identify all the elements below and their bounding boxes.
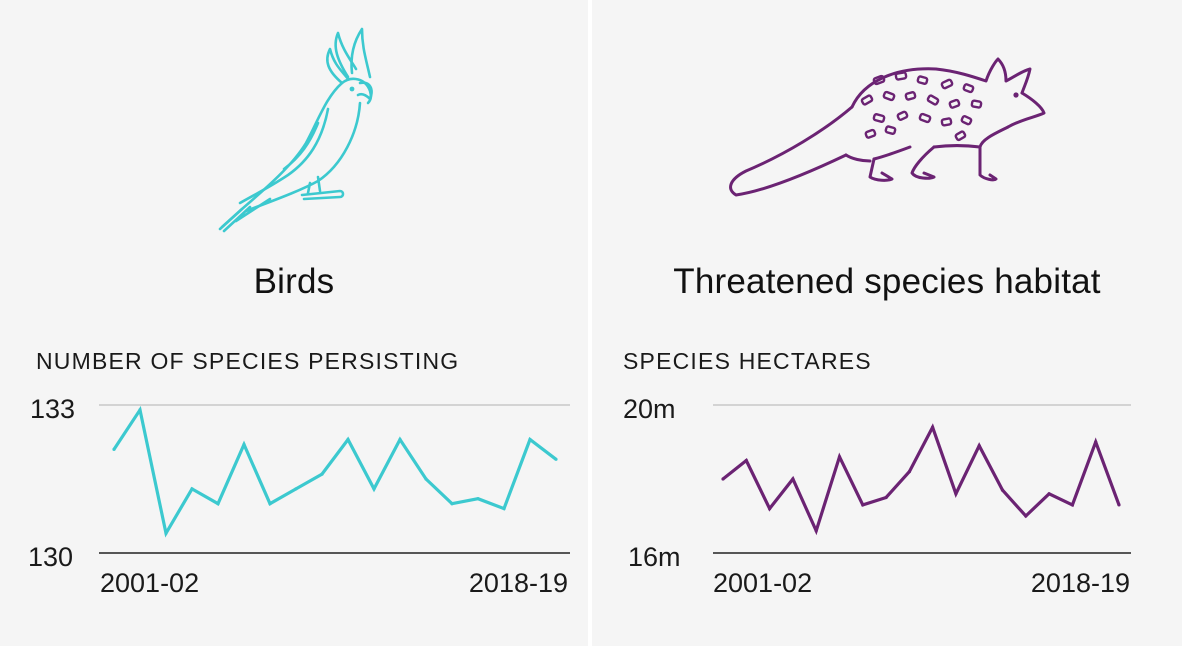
habitat-line-chart: 20m 16m 2001-02 2018-19 (623, 394, 1131, 598)
birds-chart-label: NUMBER OF SPECIES PERSISTING (36, 348, 460, 374)
birds-data-point-7 (294, 487, 298, 491)
habitat-data-point-15 (1070, 503, 1074, 507)
birds-data-point-0 (112, 447, 116, 451)
birds-data-point-3 (190, 487, 194, 491)
birds-data-point-17 (554, 457, 558, 461)
birds-line-chart: 133 130 2001-02 2018-19 (28, 394, 570, 598)
habitat-chart-label: SPECIES HECTARES (623, 348, 872, 374)
birds-data-point-11 (398, 437, 402, 442)
birds-x-end-label: 2018-19 (469, 568, 568, 598)
birds-data-point-9 (346, 437, 350, 442)
habitat-series-line (722, 423, 1121, 536)
habitat-data-point-7 (884, 495, 888, 500)
habitat-data-point-2 (768, 507, 772, 511)
birds-data-point-8 (320, 472, 324, 476)
habitat-data-point-17 (1117, 503, 1121, 507)
habitat-ytick-top: 20m (623, 394, 676, 424)
habitat-title: Threatened species habitat (673, 262, 1101, 301)
habitat-data-point-3 (791, 477, 795, 481)
habitat-data-point-8 (907, 470, 911, 474)
birds-series-line (112, 405, 557, 538)
habitat-x-start-label: 2001-02 (713, 568, 812, 598)
birds-title: Birds (253, 262, 335, 301)
birds-data-point-5 (242, 442, 246, 447)
habitat-x-end-label: 2018-19 (1031, 568, 1130, 598)
habitat-ytick-bottom: 16m (628, 542, 681, 572)
habitat-data-point-13 (1024, 514, 1028, 518)
birds-data-point-16 (528, 437, 532, 442)
habitat-data-point-0 (721, 477, 725, 481)
birds-ytick-top: 133 (30, 394, 75, 424)
birds-data-point-10 (372, 487, 376, 491)
habitat-data-point-5 (837, 455, 842, 459)
habitat-data-point-9 (931, 425, 935, 429)
birds-panel: Birds NUMBER OF SPECIES PERSISTING 133 1… (0, 0, 588, 646)
habitat-data-point-1 (744, 458, 748, 463)
birds-x-start-label: 2001-02 (100, 568, 199, 598)
habitat-data-point-6 (861, 503, 865, 507)
habitat-panel: Threatened species habitat SPECIES HECTA… (592, 0, 1182, 646)
birds-data-point-2 (164, 531, 168, 535)
birds-data-point-15 (502, 507, 506, 511)
habitat-data-point-10 (954, 492, 958, 496)
birds-ytick-bottom: 130 (28, 542, 73, 572)
habitat-data-point-12 (1000, 488, 1005, 492)
birds-data-point-4 (216, 502, 220, 506)
habitat-data-point-11 (977, 444, 981, 448)
birds-data-point-1 (138, 408, 142, 412)
habitat-data-point-4 (814, 529, 818, 533)
quoll-icon (724, 55, 1054, 215)
birds-data-point-6 (268, 502, 272, 506)
habitat-data-point-16 (1094, 440, 1098, 444)
habitat-data-point-14 (1047, 492, 1051, 496)
birds-data-point-14 (476, 497, 480, 501)
birds-data-point-12 (424, 477, 428, 481)
cockatoo-icon (210, 25, 380, 240)
birds-data-point-13 (450, 502, 454, 506)
